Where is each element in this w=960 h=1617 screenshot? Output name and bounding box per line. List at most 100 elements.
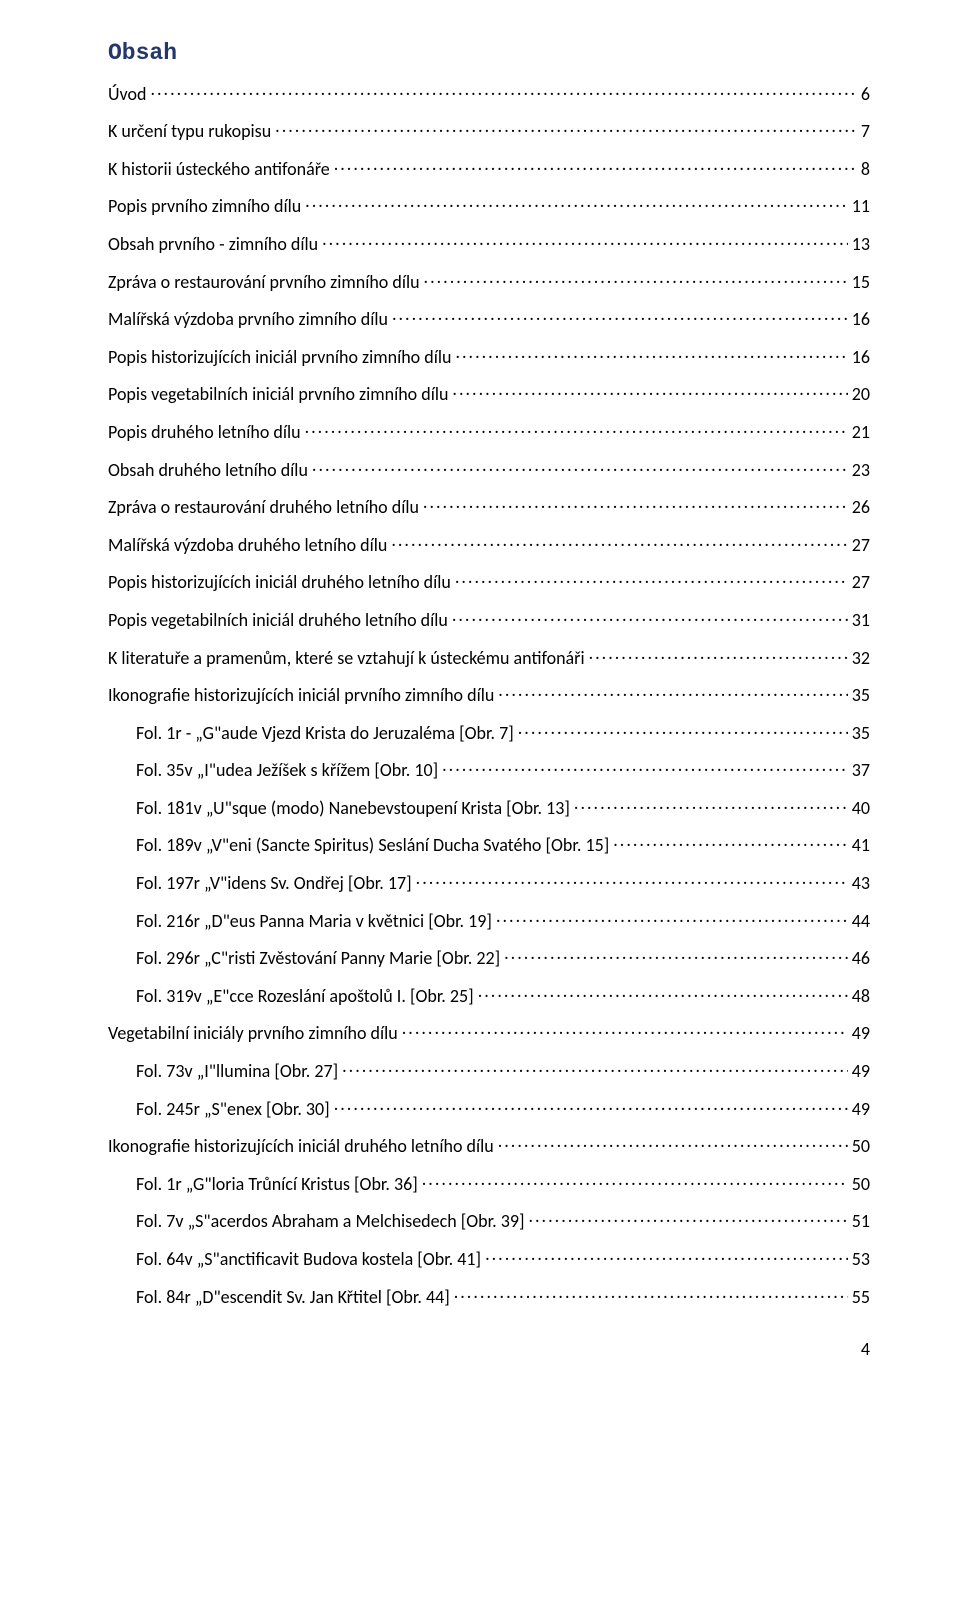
toc-entry-label[interactable]: Fol. 181v „U"sque (modo) Nanebevstoupení… bbox=[136, 797, 570, 819]
toc-leader-dots bbox=[392, 304, 848, 326]
toc-entry-label[interactable]: Fol. 1r „G"loria Trůnící Kristus [Obr. 3… bbox=[136, 1173, 418, 1195]
toc-entry-page[interactable]: 41 bbox=[852, 834, 870, 856]
toc-row: Úvod 6 bbox=[108, 78, 870, 105]
toc-entry-page[interactable]: 53 bbox=[852, 1248, 870, 1270]
toc-leader-dots bbox=[422, 1168, 848, 1190]
toc-leader-dots bbox=[305, 416, 848, 438]
toc-entry-page[interactable]: 11 bbox=[852, 195, 870, 217]
toc-row: K literatuře a pramenům, které se vztahu… bbox=[108, 642, 870, 669]
toc-entry-page[interactable]: 16 bbox=[852, 308, 870, 330]
toc-entry-page[interactable]: 32 bbox=[852, 647, 870, 669]
toc-entry-page[interactable]: 46 bbox=[852, 947, 870, 969]
toc-entry-label[interactable]: Fol. 84r „D"escendit Sv. Jan Křtitel [Ob… bbox=[136, 1286, 450, 1308]
toc-entry-page[interactable]: 50 bbox=[852, 1135, 870, 1157]
toc-entry-label[interactable]: Fol. 1r - „G"aude Vjezd Krista do Jeruza… bbox=[136, 722, 514, 744]
toc-entry-label[interactable]: Fol. 197r „V"idens Sv. Ondřej [Obr. 17] bbox=[136, 872, 412, 894]
table-of-contents: Úvod 6 K určení typu rukopisu 7 K historii ú… bbox=[108, 78, 870, 1308]
toc-entry-page[interactable]: 27 bbox=[852, 534, 870, 556]
toc-row: Fol. 197r „V"idens Sv. Ondřej [Obr. 17] 4… bbox=[108, 867, 870, 894]
toc-entry-page[interactable]: 20 bbox=[852, 383, 870, 405]
toc-entry-label[interactable]: Popis historizujících iniciál prvního zi… bbox=[108, 346, 451, 368]
toc-entry-page[interactable]: 15 bbox=[852, 271, 870, 293]
toc-entry-page[interactable]: 23 bbox=[852, 459, 870, 481]
toc-entry-page[interactable]: 8 bbox=[861, 158, 870, 180]
toc-entry-label[interactable]: Ikonografie historizujících iniciál prvn… bbox=[108, 684, 494, 706]
toc-entry-label[interactable]: Malířská výzdoba druhého letního dílu bbox=[108, 534, 387, 556]
toc-entry-page[interactable]: 49 bbox=[852, 1060, 870, 1082]
toc-entry-page[interactable]: 6 bbox=[861, 83, 870, 105]
toc-entry-label[interactable]: Fol. 35v „I"udea Ježíšek s křížem [Obr. … bbox=[136, 759, 438, 781]
toc-entry-label[interactable]: Popis vegetabilních iniciál druhého letn… bbox=[108, 609, 448, 631]
toc-row: Malířská výzdoba prvního zimního dílu 16 bbox=[108, 304, 870, 331]
toc-entry-page[interactable]: 48 bbox=[852, 985, 870, 1007]
toc-row: Popis historizujících iniciál druhého le… bbox=[108, 567, 870, 594]
toc-entry-page[interactable]: 13 bbox=[852, 233, 870, 255]
toc-leader-dots bbox=[305, 191, 848, 213]
toc-leader-dots bbox=[312, 454, 848, 476]
toc-entry-page[interactable]: 55 bbox=[852, 1286, 870, 1308]
toc-entry-label[interactable]: Fol. 189v „V"eni (Sancte Spiritus) Seslá… bbox=[136, 834, 609, 856]
toc-row: Fol. 35v „I"udea Ježíšek s křížem [Obr. … bbox=[108, 755, 870, 782]
toc-entry-label[interactable]: K literatuře a pramenům, které se vztahu… bbox=[108, 647, 585, 669]
toc-entry-page[interactable]: 21 bbox=[852, 421, 870, 443]
toc-entry-page[interactable]: 49 bbox=[852, 1022, 870, 1044]
toc-row: Ikonografie historizujících iniciál druh… bbox=[108, 1131, 870, 1158]
toc-row: Fol. 319v „E"cce Rozeslání apoštolů I. [… bbox=[108, 980, 870, 1007]
toc-row: Fol. 189v „V"eni (Sancte Spiritus) Seslá… bbox=[108, 830, 870, 857]
toc-entry-page[interactable]: 44 bbox=[852, 910, 870, 932]
toc-row: Fol. 7v „S"acerdos Abraham a Melchisedec… bbox=[108, 1206, 870, 1233]
toc-title: Obsah bbox=[108, 40, 870, 66]
toc-entry-label[interactable]: Ikonografie historizujících iniciál druh… bbox=[108, 1135, 494, 1157]
toc-leader-dots bbox=[574, 792, 848, 814]
toc-leader-dots bbox=[275, 116, 857, 138]
toc-entry-label[interactable]: Popis prvního zimního dílu bbox=[108, 195, 301, 217]
toc-leader-dots bbox=[342, 1055, 848, 1077]
toc-leader-dots bbox=[504, 943, 848, 965]
toc-entry-page[interactable]: 27 bbox=[852, 571, 870, 593]
toc-entry-label[interactable]: Vegetabilní iniciály prvního zimního díl… bbox=[108, 1022, 398, 1044]
toc-leader-dots bbox=[528, 1206, 847, 1228]
toc-entry-page[interactable]: 31 bbox=[852, 609, 870, 631]
toc-entry-label[interactable]: Popis druhého letního dílu bbox=[108, 421, 301, 443]
toc-entry-label[interactable]: Popis vegetabilních iniciál prvního zimn… bbox=[108, 383, 448, 405]
toc-entry-page[interactable]: 35 bbox=[852, 722, 870, 744]
toc-entry-label[interactable]: Fol. 319v „E"cce Rozeslání apoštolů I. [… bbox=[136, 985, 474, 1007]
toc-leader-dots bbox=[518, 717, 848, 739]
toc-entry-label[interactable]: Malířská výzdoba prvního zimního dílu bbox=[108, 308, 388, 330]
toc-row: Fol. 64v „S"anctificavit Budova kostela … bbox=[108, 1243, 870, 1270]
toc-entry-label[interactable]: Obsah prvního - zimního dílu bbox=[108, 233, 318, 255]
toc-entry-page[interactable]: 35 bbox=[852, 684, 870, 706]
toc-leader-dots bbox=[452, 379, 847, 401]
toc-entry-label[interactable]: Fol. 296r „C"risti Zvěstování Panny Mari… bbox=[136, 947, 500, 969]
toc-entry-page[interactable]: 26 bbox=[852, 496, 870, 518]
toc-leader-dots bbox=[423, 492, 848, 514]
toc-leader-dots bbox=[498, 1131, 848, 1153]
toc-entry-label[interactable]: Fol. 73v „I"llumina [Obr. 27] bbox=[136, 1060, 338, 1082]
toc-row: K určení typu rukopisu 7 bbox=[108, 116, 870, 143]
toc-entry-label[interactable]: K určení typu rukopisu bbox=[108, 120, 271, 142]
toc-entry-page[interactable]: 37 bbox=[852, 759, 870, 781]
toc-entry-label[interactable]: Úvod bbox=[108, 83, 146, 105]
toc-entry-label[interactable]: Fol. 7v „S"acerdos Abraham a Melchisedec… bbox=[136, 1210, 524, 1232]
toc-entry-page[interactable]: 50 bbox=[852, 1173, 870, 1195]
toc-entry-page[interactable]: 51 bbox=[852, 1210, 870, 1232]
toc-entry-page[interactable]: 43 bbox=[852, 872, 870, 894]
toc-entry-label[interactable]: Obsah druhého letního dílu bbox=[108, 459, 308, 481]
toc-entry-page[interactable]: 16 bbox=[852, 346, 870, 368]
toc-entry-page[interactable]: 49 bbox=[852, 1098, 870, 1120]
toc-entry-page[interactable]: 40 bbox=[852, 797, 870, 819]
toc-entry-label[interactable]: Fol. 216r „D"eus Panna Maria v květnici … bbox=[136, 910, 492, 932]
toc-row: Fol. 1r „G"loria Trůnící Kristus [Obr. 3… bbox=[108, 1168, 870, 1195]
toc-row: Popis druhého letního dílu 21 bbox=[108, 416, 870, 443]
toc-row: Fol. 296r „C"risti Zvěstování Panny Mari… bbox=[108, 943, 870, 970]
toc-leader-dots bbox=[391, 529, 847, 551]
toc-row: Popis historizujících iniciál prvního zi… bbox=[108, 341, 870, 368]
toc-entry-label[interactable]: Popis historizujících iniciál druhého le… bbox=[108, 571, 451, 593]
toc-entry-label[interactable]: Fol. 64v „S"anctificavit Budova kostela … bbox=[136, 1248, 481, 1270]
toc-entry-label[interactable]: Fol. 245r „S"enex [Obr. 30] bbox=[136, 1098, 330, 1120]
toc-entry-page[interactable]: 7 bbox=[861, 120, 870, 142]
toc-entry-label[interactable]: Zpráva o restaurování prvního zimního dí… bbox=[108, 271, 420, 293]
toc-entry-label[interactable]: K historii ústeckého antifonáře bbox=[108, 158, 330, 180]
toc-entry-label[interactable]: Zpráva o restaurování druhého letního dí… bbox=[108, 496, 419, 518]
toc-row: Fol. 216r „D"eus Panna Maria v květnici … bbox=[108, 905, 870, 932]
